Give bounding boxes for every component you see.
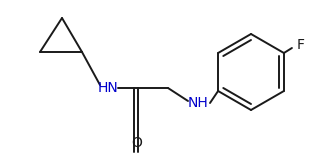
Text: HN: HN (98, 81, 118, 95)
Text: F: F (297, 38, 305, 52)
Text: NH: NH (188, 96, 208, 110)
Text: O: O (132, 136, 142, 150)
